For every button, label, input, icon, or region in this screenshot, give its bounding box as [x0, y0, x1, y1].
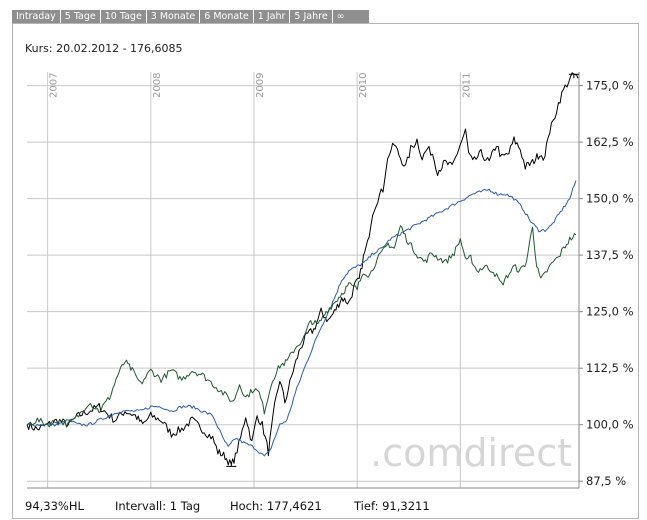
- x-tick-label: 2010: [358, 73, 369, 98]
- tab-6-monate[interactable]: 6 Monate: [200, 10, 253, 23]
- series-line-blue: [26, 180, 577, 457]
- grid: [27, 72, 583, 489]
- watermark-logo: .comdirect: [370, 431, 572, 475]
- series-line-black: [26, 72, 579, 466]
- series-lines: [26, 72, 579, 467]
- tab-5-jahre[interactable]: 5 Jahre: [290, 10, 332, 23]
- x-tick-label: 2008: [152, 73, 163, 98]
- tab-3-monate[interactable]: 3 Monate: [146, 10, 200, 23]
- tab-10-tage[interactable]: 10 Tage: [100, 10, 146, 23]
- y-tick-label: 175,0 %: [586, 79, 634, 93]
- x-axis-labels: 2007 2008 2009 2010 2011: [49, 73, 473, 98]
- footer-intervall: Intervall: 1 Tag: [115, 499, 201, 513]
- series-line-green: [26, 225, 577, 428]
- y-tick-label: 100,0 %: [586, 418, 634, 432]
- footer-tief: Tief: 91,3211: [354, 499, 430, 513]
- y-tick-label: 162,5 %: [586, 135, 634, 149]
- tab-5-tage[interactable]: 5 Tage: [60, 10, 100, 23]
- tab-1-jahr[interactable]: 1 Jahr: [253, 10, 290, 23]
- y-tick-label: 112,5 %: [586, 361, 634, 375]
- x-tick-label: 2009: [255, 73, 266, 98]
- x-tick-label: 2011: [461, 73, 472, 98]
- footer-hoch: Hoch: 177,4621: [230, 499, 322, 513]
- tab-intraday[interactable]: Intraday: [12, 10, 60, 23]
- tab-max[interactable]: ∞: [332, 10, 369, 23]
- y-tick-label: 125,0 %: [586, 305, 634, 319]
- y-tick-label: 150,0 %: [586, 192, 634, 206]
- x-tick-label: 2007: [49, 73, 60, 98]
- low-marker: [226, 462, 237, 467]
- footer-hl: 94,33%HL: [25, 499, 84, 513]
- price-header: Kurs: 20.02.2012 - 176,6085: [25, 42, 183, 55]
- y-tick-label: 137,5 %: [586, 248, 634, 262]
- chart-frame: [12, 23, 639, 519]
- high-marker: [568, 73, 579, 79]
- y-axis-labels: 87,5 % 100,0 % 112,5 % 125,0 % 137,5 % 150,0 …: [586, 79, 634, 489]
- y-tick-label: 87,5 %: [586, 474, 626, 488]
- period-tabs: Intraday 5 Tage 10 Tage 3 Monate 6 Monat…: [12, 10, 369, 23]
